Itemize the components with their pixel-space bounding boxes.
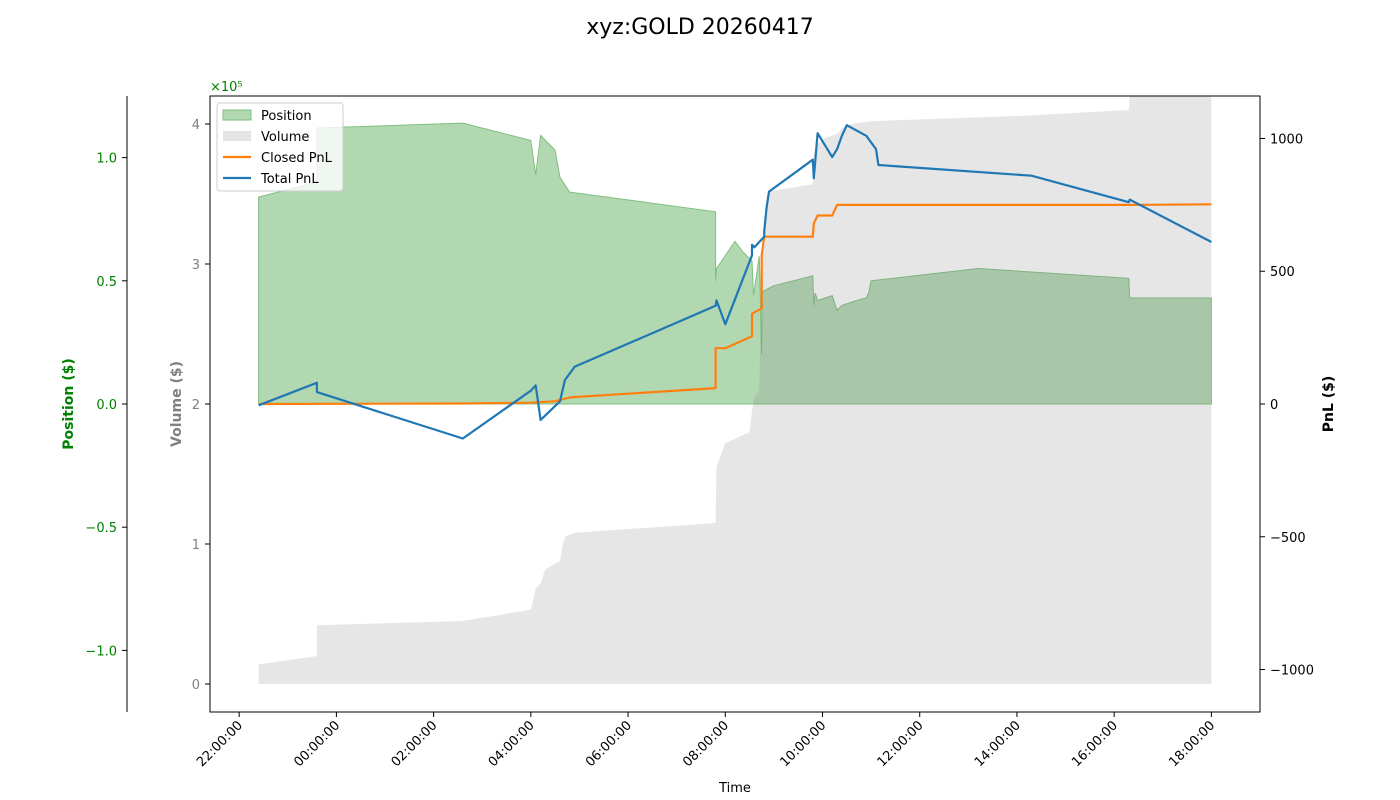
x-tick-label: 12:00:00 bbox=[875, 718, 927, 770]
volume-axis-label: Volume ($) bbox=[169, 361, 185, 447]
position-axis-label: Position ($) bbox=[61, 358, 77, 450]
position-tick-label: 0.5 bbox=[96, 275, 117, 290]
legend-box bbox=[216, 102, 344, 192]
total-pnl-line bbox=[258, 124, 1212, 440]
x-tick-label: 04:00:00 bbox=[486, 718, 538, 770]
legend-label: Position bbox=[261, 109, 312, 124]
volume-tick-label: 1 bbox=[192, 538, 200, 553]
position-tick-label: −0.5 bbox=[85, 521, 117, 536]
pnl-axis-label: PnL ($) bbox=[1321, 376, 1337, 433]
pnl-tick-label: −500 bbox=[1270, 531, 1306, 546]
legend-label: Volume bbox=[261, 130, 309, 145]
volume-tick-label: 3 bbox=[192, 258, 200, 273]
chart-title: xyz:GOLD 20260417 bbox=[586, 15, 814, 40]
x-tick-label: 18:00:00 bbox=[1166, 718, 1218, 770]
volume-area bbox=[258, 96, 1212, 684]
volume-tick-label: 0 bbox=[192, 678, 200, 693]
x-tick-label: 06:00:00 bbox=[583, 718, 635, 770]
x-tick-label: 14:00:00 bbox=[972, 718, 1024, 770]
x-tick-label: 16:00:00 bbox=[1069, 718, 1121, 770]
x-tick-label: 00:00:00 bbox=[291, 718, 343, 770]
position-tick-label: −1.0 bbox=[85, 644, 117, 659]
pnl-tick-label: −1000 bbox=[1270, 664, 1314, 679]
pnl-tick-label: 500 bbox=[1270, 265, 1295, 280]
x-tick-label: 10:00:00 bbox=[777, 718, 829, 770]
legend-swatch bbox=[223, 131, 251, 141]
legend: Position Volume Closed PnL Total PnL bbox=[216, 102, 344, 192]
x-tick-label: 02:00:00 bbox=[389, 718, 441, 770]
position-area bbox=[258, 122, 1212, 405]
x-axis: 22:00:00 00:00:00 02:00:00 04:00:00 06:00:00… bbox=[194, 712, 1218, 770]
position-axis-scale-label: ×10⁵ bbox=[210, 80, 243, 95]
legend-swatch bbox=[222, 109, 252, 121]
volume-tick-label: 2 bbox=[192, 398, 200, 413]
pnl-axis: −1000 −500 0 500 1000 bbox=[1260, 132, 1314, 679]
legend-label: Total PnL bbox=[260, 172, 319, 187]
closed-pnl-line bbox=[258, 203, 1212, 406]
plot-area bbox=[258, 96, 1212, 684]
pnl-tick-label: 0 bbox=[1270, 398, 1278, 413]
pnl-tick-label: 1000 bbox=[1270, 132, 1303, 147]
volume-axis: 0 1 2 3 4 bbox=[192, 118, 210, 693]
position-tick-label: 1.0 bbox=[96, 152, 117, 167]
position-tick-label: 0.0 bbox=[96, 398, 117, 413]
legend-label: Closed PnL bbox=[261, 151, 333, 166]
x-axis-label: Time bbox=[718, 781, 751, 796]
position-axis: −1.0 −0.5 0.0 0.5 1.0 bbox=[85, 152, 127, 659]
x-tick-label: 22:00:00 bbox=[194, 718, 246, 770]
x-tick-label: 08:00:00 bbox=[680, 718, 732, 770]
volume-tick-label: 4 bbox=[192, 118, 200, 133]
